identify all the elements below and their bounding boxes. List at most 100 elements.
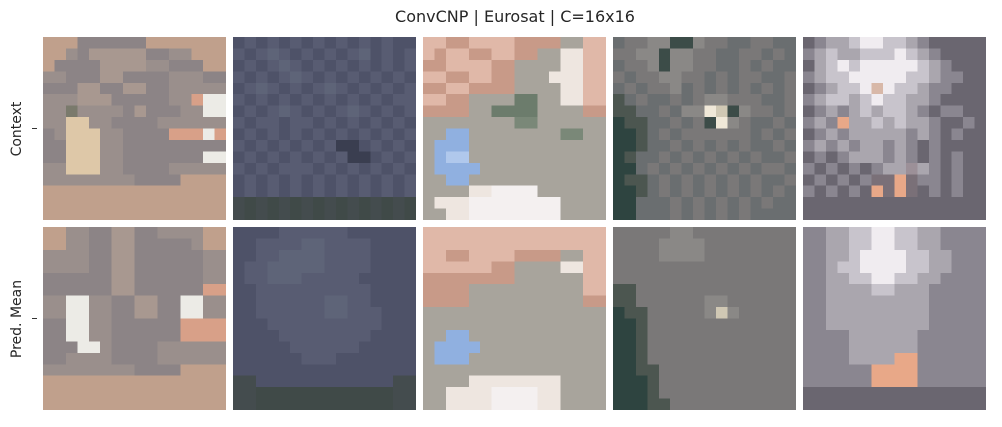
pixel-cell <box>214 364 226 376</box>
pixel-cell <box>347 307 360 319</box>
pixel-cell <box>963 117 975 129</box>
pixel-cell <box>773 249 785 262</box>
pixel-cell <box>111 387 124 399</box>
pixel-cell <box>313 352 325 365</box>
pixel-cell <box>860 398 872 410</box>
pixel-cell <box>335 105 348 118</box>
pixel-cell <box>43 295 55 308</box>
pixel-cell <box>704 174 717 186</box>
pixel-cell <box>951 261 964 273</box>
pixel-cell <box>860 307 872 319</box>
pixel-cell <box>457 352 469 365</box>
pixel-cell <box>381 82 394 95</box>
pixel-cell <box>963 227 975 239</box>
pixel-cell <box>883 151 895 164</box>
pixel-cell <box>750 151 762 164</box>
pixel-cell <box>393 94 405 106</box>
pixel-cell <box>358 238 371 251</box>
pixel-cell <box>951 59 964 72</box>
pixel-cell <box>814 329 827 342</box>
pixel-cell <box>134 272 147 285</box>
pixel-cell <box>134 208 147 220</box>
pixel-cell <box>404 151 416 164</box>
pixel-cell <box>491 151 504 164</box>
pixel-cell <box>445 37 458 49</box>
pixel-cell <box>727 71 740 83</box>
pixel-cell <box>974 59 986 72</box>
pixel-cell <box>514 162 527 175</box>
pixel-cell <box>647 272 659 285</box>
pixel-cell <box>761 185 774 198</box>
pixel-cell <box>951 272 964 285</box>
pixel-cell <box>871 318 884 331</box>
pixel-cell <box>480 185 492 198</box>
pixel-cell <box>65 105 78 118</box>
pixel-cell <box>434 174 447 186</box>
pixel-cell <box>761 37 774 49</box>
panel-pred-mean-1 <box>43 227 226 410</box>
pixel-cell <box>335 94 348 106</box>
pixel-cell <box>704 295 717 308</box>
pixel-cell <box>267 295 279 308</box>
pixel-cell <box>491 261 504 273</box>
pixel-cell <box>324 398 337 410</box>
pixel-cell <box>560 162 572 175</box>
pixel-cell <box>457 162 469 175</box>
pixel-cell <box>624 82 637 95</box>
pixel-cell <box>123 71 135 83</box>
pixel-cell <box>404 398 416 410</box>
pixel-cell <box>145 227 158 239</box>
pixel-cell <box>613 105 625 118</box>
pixel-cell <box>670 249 682 262</box>
pixel-cell <box>883 208 895 220</box>
pixel-cell <box>974 329 986 342</box>
pixel-cell <box>761 71 774 83</box>
pixel-cell <box>917 82 930 95</box>
pixel-cell <box>255 295 268 308</box>
pixel-cell <box>134 261 147 273</box>
pixel-cell <box>301 387 314 399</box>
pixel-cell <box>560 82 572 95</box>
pixel-cell <box>180 284 192 296</box>
pixel-cell <box>974 238 986 251</box>
pixel-cell <box>134 352 147 365</box>
pixel-cell <box>871 117 884 129</box>
pixel-cell <box>491 162 504 175</box>
pixel-cell <box>100 295 112 308</box>
pixel-cell <box>750 59 762 72</box>
pixel-cell <box>468 341 481 354</box>
pixel-cell <box>233 272 245 285</box>
pixel-cell <box>88 329 101 342</box>
pixel-cell <box>860 71 872 83</box>
pixel-cell <box>358 105 371 118</box>
pixel-cell <box>860 37 872 49</box>
pixel-cell <box>670 341 682 354</box>
pixel-cell <box>480 364 492 376</box>
pixel-cell <box>514 249 527 262</box>
pixel-cell <box>233 284 245 296</box>
pixel-cell <box>404 238 416 251</box>
pixel-cell <box>963 398 975 410</box>
pixel-cell <box>370 151 382 164</box>
pixel-cell <box>191 185 204 198</box>
pixel-cell <box>624 238 637 251</box>
pixel-cell <box>203 105 215 118</box>
pixel-cell <box>145 174 158 186</box>
pixel-cell <box>894 37 907 49</box>
pixel-cell <box>738 208 751 220</box>
pixel-cell <box>871 261 884 273</box>
pixel-cell <box>290 59 302 72</box>
pixel-cell <box>635 139 648 152</box>
pixel-cell <box>525 352 538 365</box>
pixel-cell <box>715 117 728 129</box>
pixel-cell <box>404 197 416 209</box>
pixel-cell <box>951 364 964 376</box>
pixel-cell <box>594 272 606 285</box>
pixel-cell <box>244 387 257 399</box>
pixel-cell <box>727 94 740 106</box>
pixel-cell <box>814 105 827 118</box>
pixel-cell <box>928 398 941 410</box>
pixel-cell <box>491 387 504 399</box>
pixel-cell <box>77 71 89 83</box>
pixel-cell <box>313 197 325 209</box>
